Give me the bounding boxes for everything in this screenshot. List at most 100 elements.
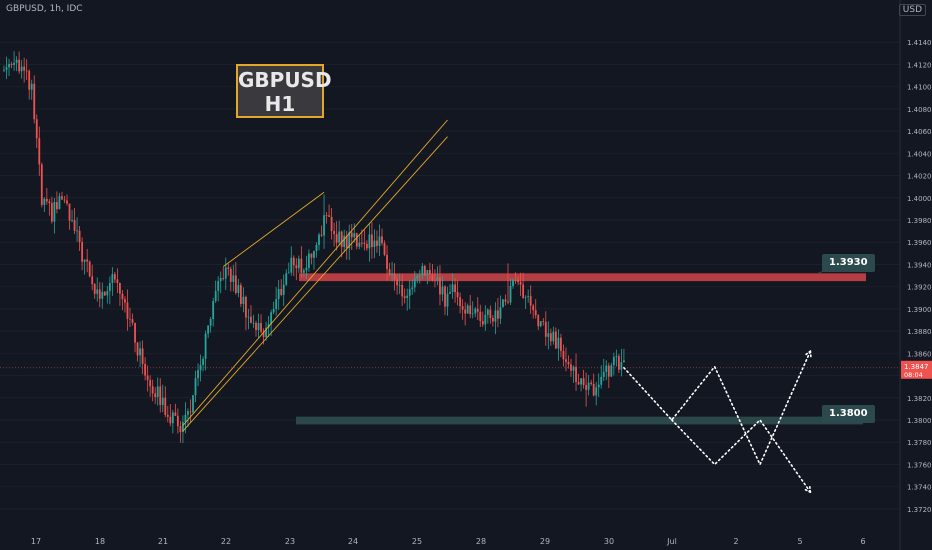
projection-arrowhead bbox=[804, 350, 812, 357]
candle-body bbox=[577, 381, 580, 385]
candle-body bbox=[287, 272, 290, 274]
candle-body bbox=[209, 319, 212, 326]
time-tick-label: 5 bbox=[797, 537, 802, 546]
candle-body bbox=[98, 289, 101, 299]
candle-body bbox=[368, 234, 371, 249]
price-axis[interactable]: 1.4140 1.4120 1.4100 1.4080 1.4060 1.4040 1.40… bbox=[899, 0, 932, 550]
candle-body bbox=[396, 279, 399, 286]
candle-body bbox=[355, 233, 358, 247]
projection-path-bullish bbox=[623, 350, 812, 467]
candle-body bbox=[398, 284, 401, 286]
candle-body bbox=[486, 309, 489, 315]
candle-body bbox=[456, 292, 459, 298]
candle-body bbox=[262, 331, 265, 337]
candle-body bbox=[58, 196, 61, 210]
candle-body bbox=[441, 286, 444, 295]
candle-body bbox=[517, 280, 519, 283]
candle-body bbox=[280, 289, 283, 295]
price-tick-label: 1.3800 bbox=[907, 417, 932, 425]
candle-body bbox=[232, 275, 235, 282]
candle-body bbox=[260, 323, 262, 332]
candle-body bbox=[509, 285, 512, 303]
candle-body bbox=[403, 296, 406, 299]
candle-body bbox=[310, 253, 313, 258]
candle-body bbox=[234, 275, 237, 294]
candle-body bbox=[214, 290, 217, 301]
candle-body bbox=[418, 275, 421, 277]
time-tick-label: 2 bbox=[733, 537, 738, 546]
candle-body bbox=[197, 370, 199, 379]
candle-body bbox=[141, 348, 144, 364]
candle-body bbox=[192, 395, 194, 413]
candle-body bbox=[38, 138, 41, 165]
symbol-header: GBPUSD, 1h, IDC bbox=[6, 4, 83, 14]
candle-body bbox=[494, 310, 497, 322]
candle-body bbox=[381, 236, 383, 244]
candle-body bbox=[539, 321, 542, 327]
candle-body bbox=[338, 231, 341, 243]
candle-body bbox=[207, 325, 210, 334]
projection-arrowhead bbox=[808, 484, 812, 494]
candle-body bbox=[169, 416, 172, 424]
candle-body bbox=[63, 199, 66, 201]
wedge-upper-line bbox=[182, 119, 448, 426]
currency-badge[interactable]: USD bbox=[898, 4, 926, 16]
candle-body bbox=[305, 267, 308, 271]
candle-body bbox=[166, 414, 169, 417]
candle-body bbox=[124, 299, 126, 303]
projection-path-bearish bbox=[670, 418, 812, 494]
candle-body bbox=[449, 292, 451, 294]
candle-body bbox=[229, 268, 232, 282]
candle-body bbox=[35, 119, 38, 139]
candle-body bbox=[199, 364, 202, 371]
candle-body bbox=[481, 321, 484, 325]
resistance-zone bbox=[299, 273, 866, 282]
candle-body bbox=[108, 282, 111, 292]
candle-body bbox=[592, 383, 595, 396]
candle-body bbox=[3, 69, 5, 71]
time-tick-label: 17 bbox=[31, 537, 41, 546]
candle-body bbox=[529, 296, 532, 306]
candle-body bbox=[421, 266, 424, 276]
time-axis[interactable]: 17 18 21 22 23 24 25 28 29 30 Jul 2 5 6 bbox=[31, 537, 866, 546]
candle-body bbox=[8, 64, 10, 68]
candle-body bbox=[156, 386, 159, 398]
candle-body bbox=[537, 315, 540, 327]
candle-body bbox=[101, 291, 104, 299]
candle-body bbox=[30, 83, 33, 90]
candle-body bbox=[610, 365, 613, 377]
candle-body bbox=[386, 254, 388, 270]
candle-body bbox=[554, 331, 557, 349]
title-box-timeframe: H1 bbox=[264, 92, 296, 116]
wedge-top-line bbox=[222, 191, 325, 268]
candle-body bbox=[451, 284, 454, 293]
candle-body bbox=[519, 282, 522, 285]
candle-body bbox=[242, 296, 245, 304]
price-tick-label: 1.4060 bbox=[907, 128, 932, 136]
candle-body bbox=[358, 242, 361, 247]
candle-body bbox=[552, 331, 555, 342]
time-tick-label: Jul bbox=[666, 537, 677, 546]
candle-body bbox=[71, 220, 73, 221]
candle-body bbox=[383, 243, 386, 255]
candle-body bbox=[476, 308, 479, 312]
candle-body bbox=[33, 83, 36, 120]
candle-body bbox=[615, 356, 618, 358]
candle-body bbox=[282, 284, 285, 295]
candle-body bbox=[13, 62, 15, 65]
time-tick-label: 30 bbox=[604, 537, 614, 546]
time-tick-label: 23 bbox=[285, 537, 295, 546]
candle-body bbox=[295, 265, 298, 269]
candle-body bbox=[222, 278, 225, 279]
candle-body bbox=[318, 234, 320, 245]
price-tick-label: 1.4000 bbox=[907, 195, 932, 203]
candle-body bbox=[562, 351, 565, 360]
candle-body bbox=[194, 378, 197, 396]
candle-body bbox=[250, 316, 252, 323]
time-tick-label: 6 bbox=[860, 537, 865, 546]
candle-body bbox=[532, 305, 535, 311]
candle-body bbox=[18, 59, 21, 72]
price-tick-label: 1.3980 bbox=[907, 217, 932, 225]
candle-body bbox=[376, 240, 378, 246]
